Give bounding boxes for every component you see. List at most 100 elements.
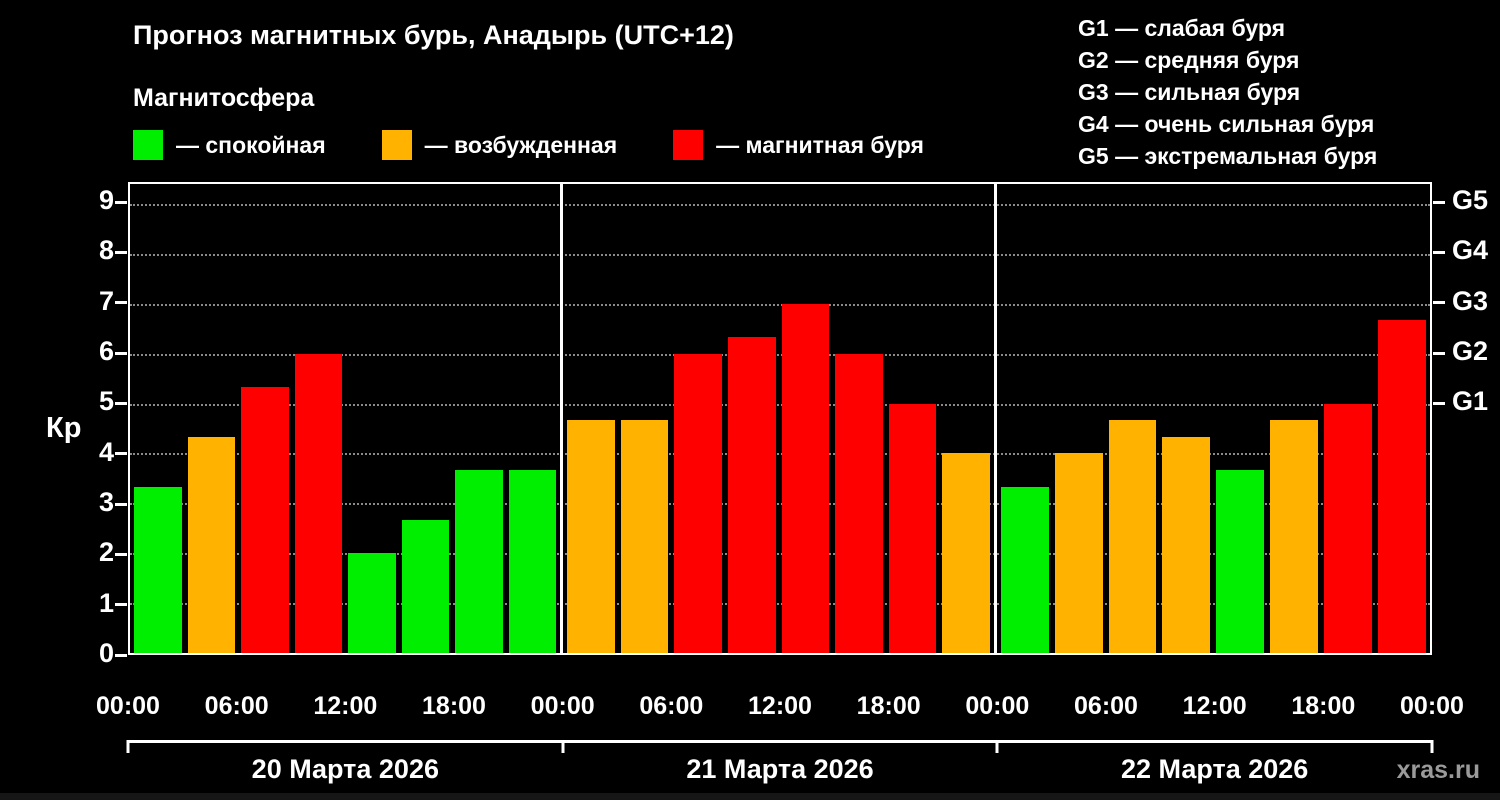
x-tick-label: 12:00 (313, 692, 378, 720)
g-tick-label: G4 (1452, 235, 1489, 266)
kp-bar (1162, 436, 1211, 653)
kp-bar (781, 303, 830, 653)
g3-legend-line: G3 — сильная буря (1078, 79, 1301, 105)
gridline (130, 203, 1430, 206)
y-tick-label: 8 (98, 235, 114, 266)
kp-bar (348, 553, 396, 653)
g1-legend-line: G1 — слабая буря (1078, 15, 1286, 41)
day-axis-line (128, 740, 1432, 743)
x-tick-label: 12:00 (1182, 692, 1247, 720)
x-tick-label: 18:00 (422, 692, 486, 720)
kp-bar (1324, 403, 1373, 653)
y-tick-label: 4 (98, 436, 114, 467)
g-tick-label: G1 (1452, 386, 1489, 417)
y-tick-label: 3 (98, 487, 114, 518)
kp-bar (134, 486, 182, 653)
x-tick-label: 18:00 (856, 692, 921, 720)
kp-bar (294, 353, 343, 653)
g-tick-mark (1433, 250, 1445, 254)
g-scale-legend: G1 — слабая буря G2 — средняя буря G3 — … (1078, 12, 1377, 172)
day-date-label: 22 Марта 2026 (1121, 754, 1309, 784)
x-tick-label: 12:00 (748, 692, 812, 720)
day-axis-tick (995, 740, 999, 753)
y-tick-mark (115, 401, 127, 405)
x-tick-label: 06:00 (639, 692, 704, 720)
kp-bar (1000, 486, 1049, 653)
y-tick-mark (115, 301, 127, 305)
kp-bar (620, 420, 669, 653)
day-axis-tick (126, 740, 130, 753)
y-axis-label: Кр (46, 412, 82, 444)
y-tick-mark (115, 250, 127, 254)
legend-label-quiet: — спокойная (176, 131, 326, 158)
y-tick-mark (115, 502, 127, 506)
g-tick-mark (1433, 301, 1445, 305)
gridline (130, 403, 1430, 406)
g-tick-label: G3 (1452, 285, 1489, 316)
y-tick-mark (115, 200, 127, 204)
kp-bar (1270, 420, 1319, 653)
day-panel (997, 184, 1430, 653)
gridline (130, 453, 1430, 456)
gridline (130, 303, 1430, 306)
active-color-swatch (381, 130, 412, 160)
y-tick-mark (115, 452, 127, 456)
y-tick-label: 1 (98, 587, 114, 618)
page-title: Прогноз магнитных бурь, Анадырь (UTC+12) (133, 20, 734, 50)
kp-bar (241, 387, 289, 653)
kp-bar (1378, 320, 1427, 653)
legend-item-quiet: — спокойная (133, 130, 326, 160)
kp-bar (942, 453, 990, 653)
gridline (130, 253, 1430, 256)
g-tick-label: G2 (1452, 336, 1489, 367)
kp-bar (1108, 420, 1157, 653)
kp-bar (567, 420, 615, 653)
day-date-label: 20 Марта 2026 (251, 754, 439, 784)
legend-label-storm: — магнитная буря (716, 131, 924, 158)
x-tick-label: 00:00 (1400, 692, 1464, 720)
kp-bar (727, 337, 776, 653)
y-tick-label: 9 (98, 185, 114, 216)
y-tick-label: 7 (98, 285, 114, 316)
gridline (130, 353, 1430, 356)
y-tick-label: 6 (98, 336, 114, 367)
legend-item-storm: — магнитная буря (673, 130, 924, 160)
kp-bar (401, 519, 450, 653)
kp-bar (1054, 453, 1103, 653)
kp-bar (888, 403, 937, 653)
y-tick-label: 0 (98, 638, 114, 668)
g2-legend-line: G2 — средняя буря (1078, 47, 1300, 73)
kp-bar (835, 353, 883, 653)
legend-label-active: — возбужденная (424, 131, 618, 158)
legend-item-active: — возбужденная (381, 130, 618, 160)
g-tick-label: G5 (1452, 185, 1489, 216)
kp-bar (674, 353, 722, 653)
day-panel (130, 184, 564, 653)
x-tick-label: 18:00 (1291, 692, 1356, 720)
kp-bar (1216, 469, 1265, 653)
x-tick-label: 00:00 (530, 692, 595, 720)
kp-bar (508, 469, 557, 653)
gridline (130, 553, 1430, 556)
x-tick-label: 06:00 (1074, 692, 1138, 720)
storm-color-swatch (673, 130, 704, 160)
magnetosphere-subtitle: Магнитосфера (133, 84, 315, 112)
x-tick-label: 06:00 (204, 692, 269, 720)
day-panel (563, 184, 997, 653)
x-tick-label: 00:00 (96, 692, 160, 720)
kp-bar (455, 469, 503, 653)
gridline (130, 603, 1430, 606)
bottom-strip (0, 793, 1500, 800)
x-tick-label: 00:00 (965, 692, 1030, 720)
plot-area (128, 182, 1432, 655)
day-axis-tick (1430, 740, 1434, 753)
gridline (130, 503, 1430, 506)
g5-legend-line: G5 — экстремальная буря (1078, 143, 1378, 169)
day-date-label: 21 Марта 2026 (686, 754, 874, 784)
y-tick-mark (115, 351, 127, 355)
kp-bar (187, 436, 236, 653)
y-tick-label: 5 (98, 386, 114, 417)
color-legend: — спокойная — возбужденная — магнитная б… (133, 130, 924, 160)
g-tick-mark (1433, 351, 1445, 355)
